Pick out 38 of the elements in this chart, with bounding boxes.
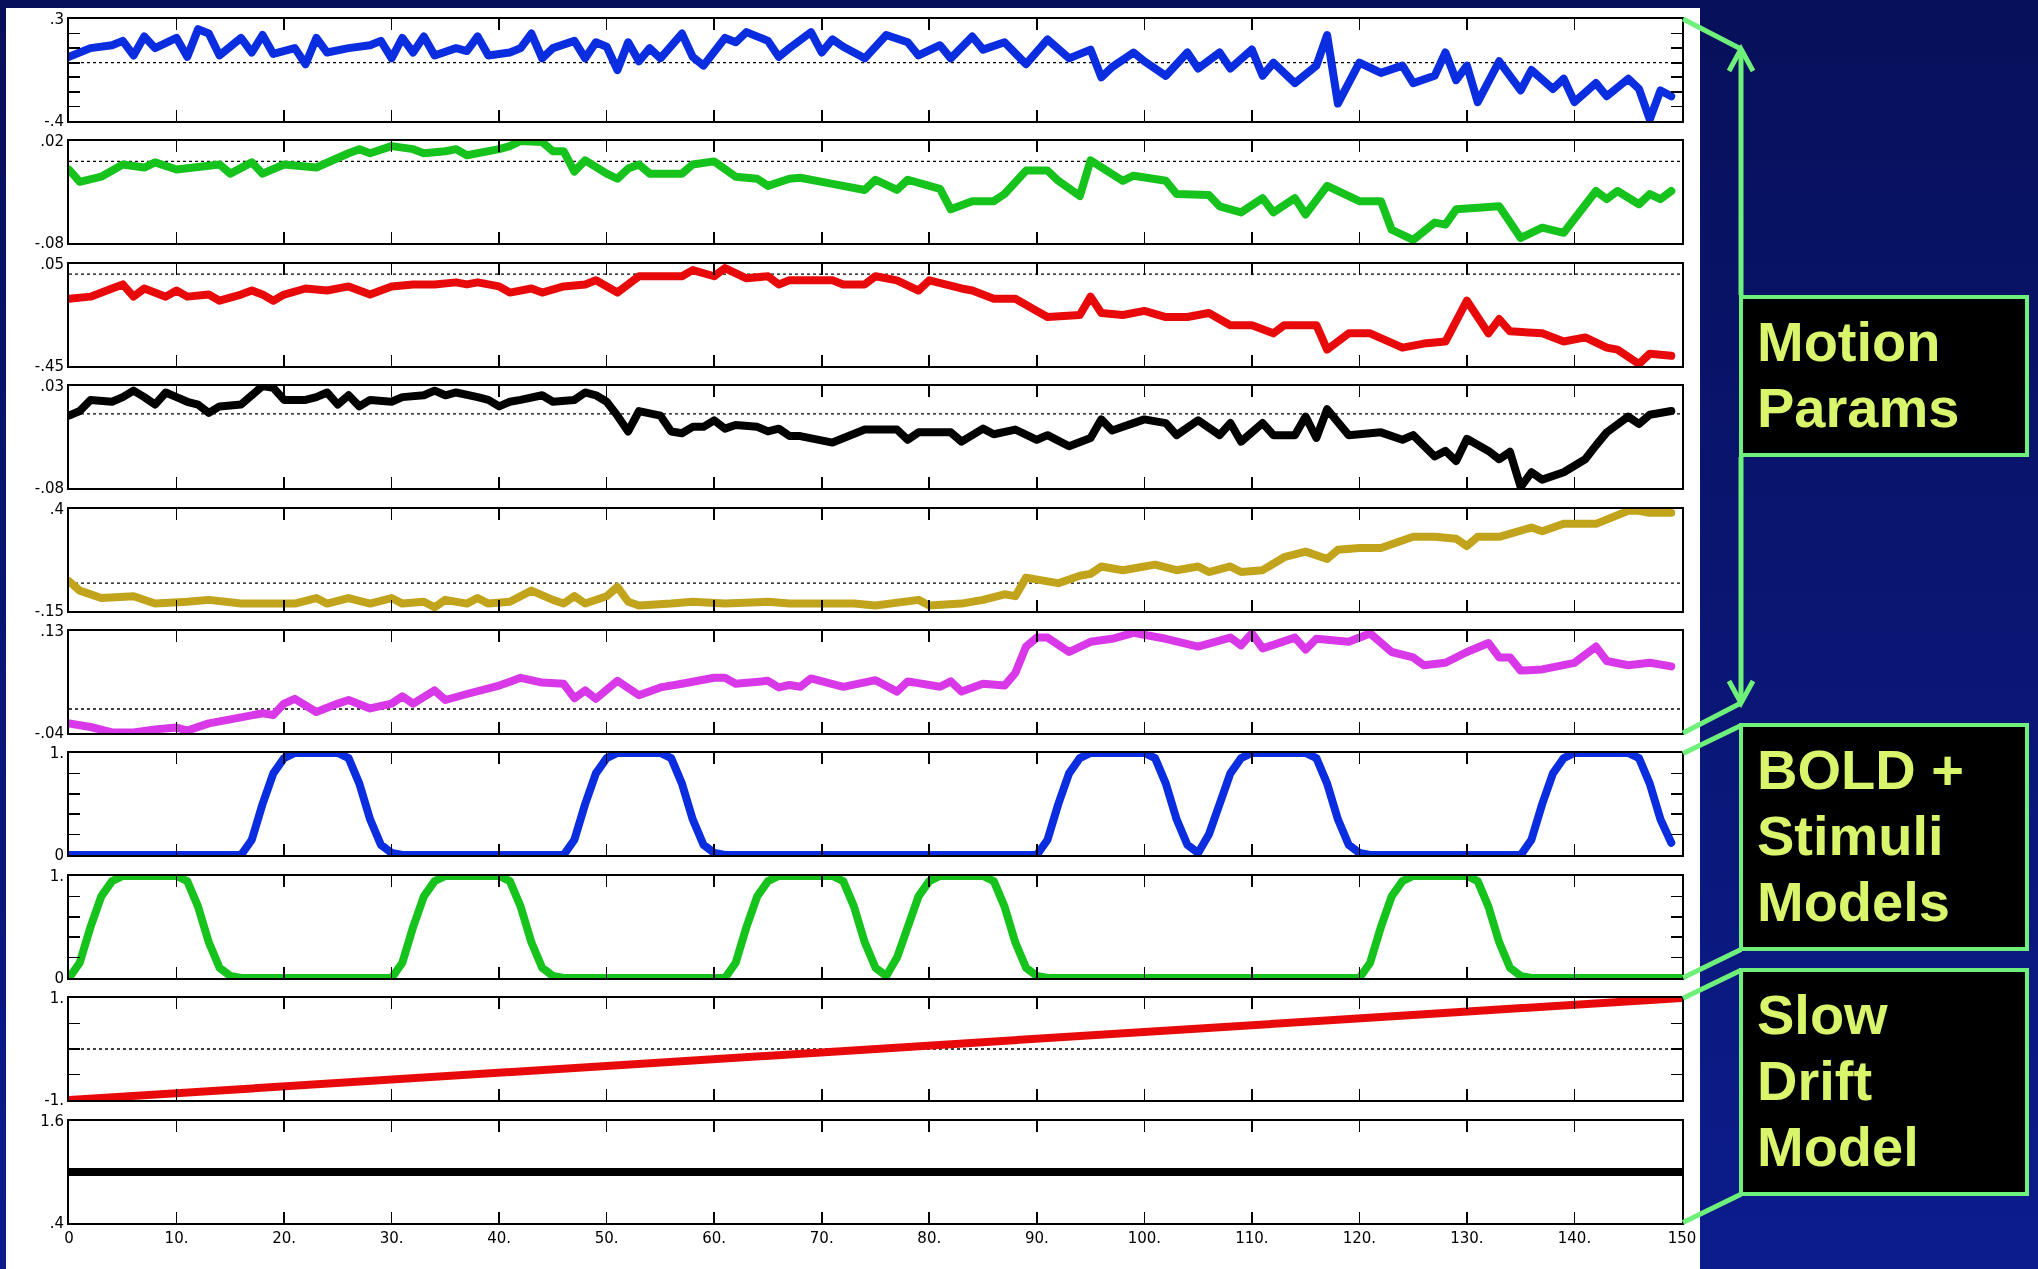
x-tick-label: 120. [1342, 1228, 1377, 1247]
x-tick-label: 110. [1235, 1228, 1269, 1247]
x-tick-label: 60. [702, 1228, 727, 1247]
x-tick-label: 20. [272, 1228, 296, 1247]
y-tick-label: .02 [40, 132, 64, 151]
x-tick-label: 70. [809, 1228, 834, 1247]
y-tick-label: 0 [54, 846, 64, 865]
x-tick-label: 90. [1024, 1228, 1049, 1247]
x-tick-label: 50. [594, 1228, 619, 1247]
y-tick-label: 1. [49, 744, 64, 763]
x-tick-label: 80. [917, 1228, 942, 1247]
y-tick-label: 1.6 [40, 1111, 64, 1130]
text: BOLD + Stimuli Models [1739, 723, 2029, 952]
y-tick-label: -.45 [34, 357, 64, 376]
y-tick-label: -.08 [34, 234, 64, 253]
x-tick-label: 40. [487, 1228, 512, 1247]
y-tick-label: 1. [49, 867, 64, 886]
y-tick-label: -1. [44, 1091, 64, 1110]
y-tick-label: 1. [49, 989, 64, 1008]
y-tick-label: -.04 [34, 724, 64, 743]
x-tick-label: 150 [1667, 1228, 1697, 1247]
x-tick-label: 130. [1450, 1228, 1484, 1247]
y-tick-label: .03 [40, 377, 64, 396]
x-tick-label: 10. [164, 1228, 189, 1247]
y-tick-label: -.08 [34, 479, 64, 498]
y-tick-label: .3 [49, 10, 64, 29]
x-tick-label: 100. [1127, 1228, 1162, 1247]
y-tick-label: .13 [40, 622, 64, 641]
y-tick-label: -.15 [34, 601, 64, 620]
y-tick-label: .4 [49, 1213, 64, 1232]
x-tick-label: 140. [1557, 1228, 1592, 1247]
x-tick-label: 30. [379, 1228, 404, 1247]
text: Slow Drift Model [1739, 968, 2029, 1197]
y-tick-label: 0 [54, 969, 64, 988]
y-tick-label: .4 [49, 499, 64, 518]
y-tick-label: -.4 [44, 112, 64, 131]
text: Motion Params [1739, 295, 2029, 457]
y-tick-label: .05 [40, 255, 64, 274]
